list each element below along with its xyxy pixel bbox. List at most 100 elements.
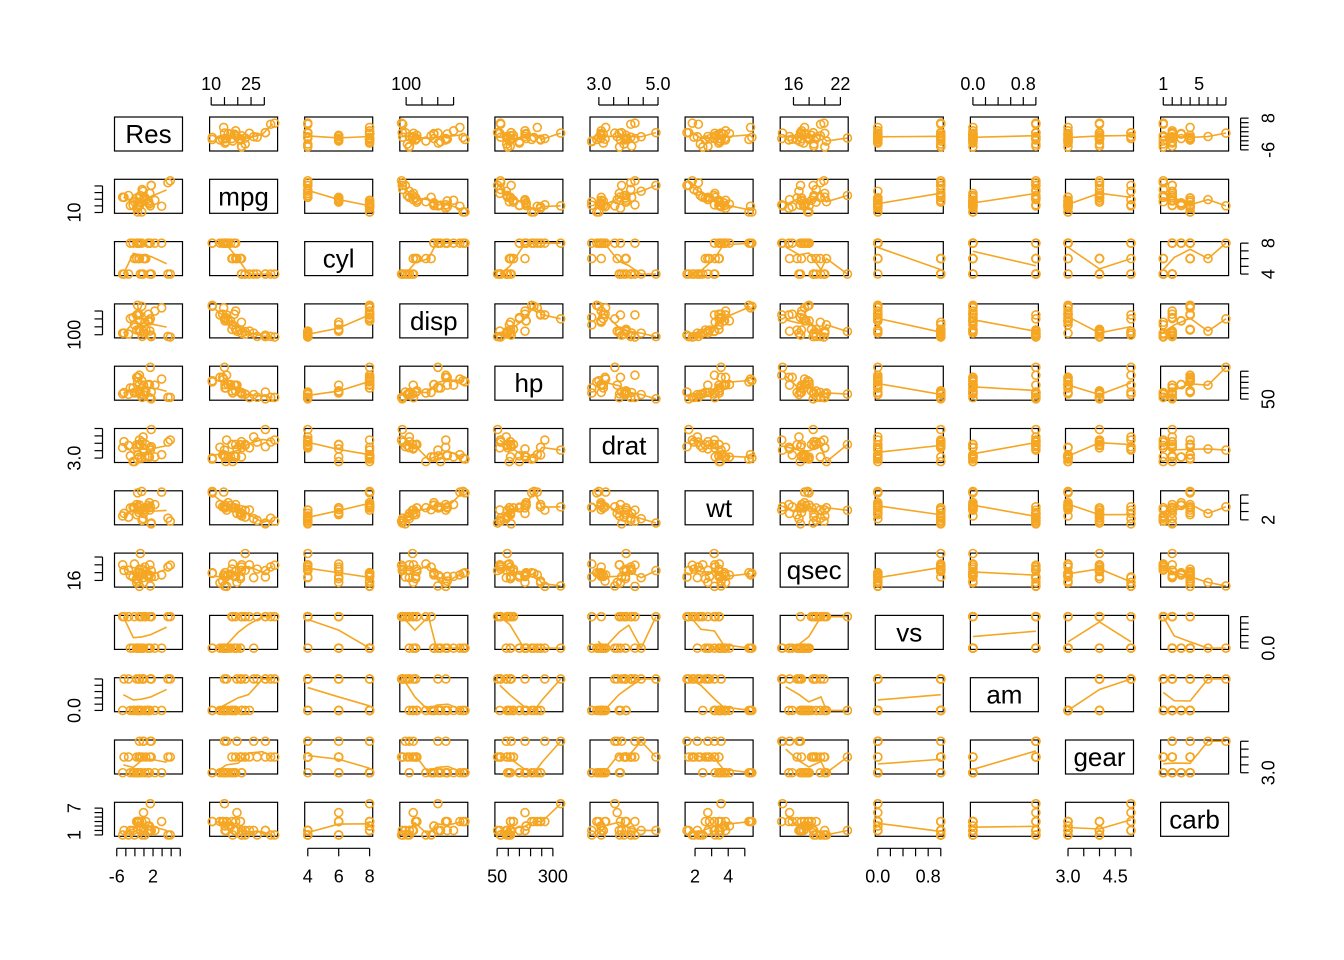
- point-23: [131, 372, 142, 383]
- point-7: [968, 392, 978, 403]
- panel-am-vs-cyl: [302, 674, 375, 716]
- point-27: [935, 180, 946, 191]
- tick-label: 0.8: [1011, 74, 1036, 94]
- point-28: [1185, 643, 1195, 653]
- point-27: [1126, 269, 1136, 279]
- point-31: [302, 192, 313, 203]
- smooth-line: [598, 502, 657, 524]
- panel-drat-vs-wt: [682, 424, 757, 467]
- variable-label-carb: carb: [1169, 804, 1220, 834]
- point-24: [150, 306, 160, 316]
- panel-border: [969, 178, 1040, 214]
- point-16: [364, 303, 375, 313]
- point-27: [260, 519, 271, 529]
- point-24: [720, 238, 731, 248]
- panel-border: [589, 490, 659, 526]
- point-13: [1176, 379, 1186, 390]
- panel-wt-vs-hp: [492, 486, 566, 529]
- point-31: [119, 269, 129, 279]
- point-24: [596, 380, 607, 390]
- point-16: [455, 201, 465, 212]
- panel-carb-vs-mpg: [207, 798, 280, 840]
- point-27: [506, 127, 516, 138]
- point-22: [968, 138, 978, 148]
- point-31: [1031, 269, 1041, 279]
- point-30: [433, 445, 443, 455]
- point-31: [1031, 192, 1041, 203]
- variable-label-cyl: cyl: [323, 244, 355, 274]
- panel-cyl-vs-am: [968, 238, 1041, 279]
- point-31: [1094, 611, 1105, 622]
- point-17: [163, 437, 173, 447]
- point-29: [784, 380, 795, 390]
- point-27: [1031, 180, 1041, 191]
- point-21: [364, 456, 375, 467]
- point-10: [968, 439, 978, 450]
- tick-label: -6: [1259, 142, 1279, 158]
- smooth-line: [1067, 246, 1132, 270]
- point-10: [1094, 503, 1105, 513]
- panel-Res-vs-Res: Res: [113, 116, 184, 152]
- panel-vs-vs-gear: [1063, 611, 1136, 653]
- point-24: [796, 238, 807, 248]
- point-26: [794, 513, 804, 524]
- point-26: [501, 328, 512, 338]
- point-30: [873, 238, 883, 248]
- smooth-line: [1067, 134, 1131, 139]
- point-20: [697, 705, 708, 716]
- panel-qsec-vs-am: [968, 548, 1041, 592]
- point-28: [630, 238, 640, 248]
- panel-wt-vs-mpg: [207, 486, 280, 529]
- panel-carb-vs-am: [968, 798, 1041, 840]
- point-27: [260, 441, 271, 452]
- panel-wt-vs-Res: [113, 486, 184, 529]
- point-29: [520, 674, 530, 684]
- point-23: [615, 203, 626, 213]
- point-31: [1031, 436, 1041, 447]
- point-26: [1167, 432, 1178, 442]
- panel-vs-vs-disp: [396, 611, 470, 653]
- point-29: [703, 131, 713, 142]
- point-18: [1094, 180, 1105, 191]
- smooth-line: [1067, 192, 1132, 206]
- panel-disp-vs-vs: [873, 300, 946, 342]
- point-20: [404, 767, 415, 778]
- panel-Res-vs-am: [968, 116, 1041, 152]
- smooth-line: [122, 252, 167, 275]
- point-30: [873, 445, 883, 455]
- panel-border: [684, 178, 754, 214]
- point-19: [165, 392, 176, 403]
- point-27: [146, 519, 157, 529]
- point-30: [433, 581, 443, 591]
- point-24: [1063, 452, 1073, 462]
- point-17: [625, 119, 636, 130]
- point-15: [968, 207, 978, 217]
- panel-gear-vs-cyl: [302, 736, 375, 778]
- panel-Res-vs-carb: [1158, 116, 1231, 152]
- panel-carb-vs-cyl: [302, 798, 375, 840]
- panel-mpg-vs-hp: [492, 175, 566, 217]
- point-23: [615, 372, 626, 383]
- panel-carb-vs-qsec: [776, 798, 853, 840]
- smooth-line: [405, 491, 464, 520]
- smooth-line: [972, 750, 1037, 771]
- panel-hp-vs-carb: [1158, 362, 1231, 404]
- smooth-line: [690, 438, 751, 459]
- point-19: [687, 175, 698, 186]
- panel-cyl-vs-disp: [396, 238, 470, 279]
- smooth-line: [307, 502, 370, 519]
- point-25: [935, 515, 946, 526]
- point-19: [687, 118, 698, 128]
- point-17: [693, 119, 704, 130]
- axis-right-gear: 3.0: [1239, 740, 1279, 785]
- tick-label: 2: [690, 866, 700, 886]
- point-25: [495, 132, 506, 142]
- point-20: [117, 389, 128, 399]
- point-27: [260, 127, 271, 138]
- smooth-line: [877, 192, 941, 205]
- point-31: [404, 141, 415, 152]
- point-26: [692, 186, 703, 197]
- point-24: [520, 306, 530, 316]
- point-26: [248, 736, 259, 747]
